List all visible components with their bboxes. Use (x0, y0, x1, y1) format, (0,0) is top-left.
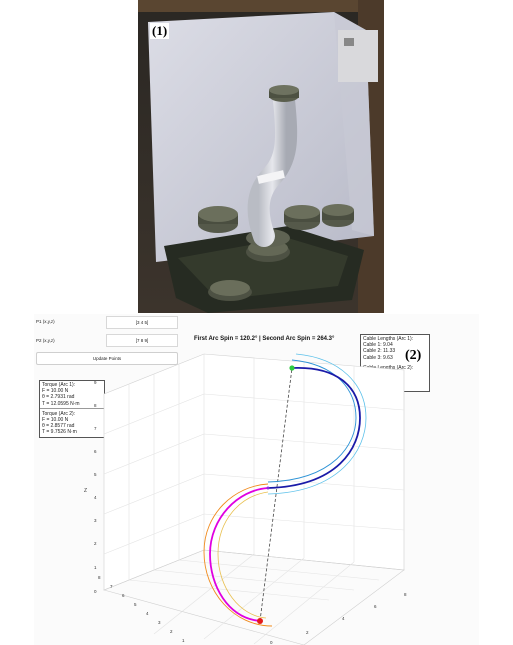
x-tick: 4 (342, 616, 345, 621)
y-tick: 3 (158, 620, 161, 625)
p1-input[interactable]: [3 4 5] (106, 316, 178, 329)
torque-arc1-heading: Torque (Arc 1): (42, 382, 76, 388)
y-tick: 5 (134, 602, 137, 607)
p2-label: P2 (x,y,z) (36, 338, 55, 343)
cable-arc1-cable2: Cable 2: 11.33 (363, 348, 396, 355)
x-tick: 2 (306, 630, 309, 635)
y-tick: 7 (110, 584, 113, 589)
z-tick: 1 (94, 565, 97, 570)
panel-label-2: (2) (403, 348, 424, 364)
end-point-marker (289, 365, 295, 371)
z-tick: 5 (94, 472, 97, 477)
x-tick: 6 (374, 604, 377, 609)
torque-arc1-theta: θ = 2.7931 rad (42, 394, 75, 401)
p1-label: P1 (x,y,z) (36, 319, 55, 324)
torque-arc2-force: F = 10.00 N (42, 417, 69, 424)
y-tick: 8 (98, 575, 101, 580)
torque-arc2-theta: θ = 2.8577 rad (42, 423, 75, 430)
z-tick: 3 (94, 518, 97, 523)
p2-input[interactable]: [7 8 9] (106, 334, 178, 347)
cable-arc1-heading: Cable Lengths (Arc 1): (363, 336, 414, 342)
x-axis-ticks: 0 2 4 6 8 (270, 592, 407, 645)
panel-label-1: (1) (150, 23, 170, 39)
z-tick: 6 (94, 449, 97, 454)
plot-grid (103, 353, 405, 645)
arc1-main (267, 367, 361, 489)
arc2-main (209, 487, 269, 622)
torque-arc2-torque: T = 9.7526 N·m (42, 429, 77, 436)
robot-photo-image (138, 0, 384, 313)
arc1-cable-inner (267, 353, 367, 495)
y-tick: 4 (146, 611, 149, 616)
mid-point-marker (266, 486, 270, 490)
y-tick: 2 (170, 629, 173, 634)
cable-arc2-cable3: Cable 3: 10.67 (363, 383, 396, 390)
arc1-cable-outer (267, 359, 357, 483)
y-axis-ticks: 1 2 3 4 5 6 7 8 (98, 575, 185, 643)
y-tick: 1 (182, 638, 185, 643)
z-tick: 0 (94, 589, 97, 594)
torque-info-box: Torque (Arc 1): F = 10.00 N θ = 2.7931 r… (39, 380, 105, 438)
x-tick: 8 (404, 592, 407, 597)
x-tick: 0 (270, 640, 273, 645)
z-tick: 4 (94, 495, 97, 500)
torque-arc1-torque: T = 12.0595 N·m (42, 400, 80, 407)
z-axis-label: Z (84, 488, 87, 494)
arc2-cable-inner (217, 491, 269, 619)
torque-arc1-force: F = 10.00 N (42, 388, 69, 395)
chord-line (259, 367, 293, 622)
arc2-cable-outer (203, 483, 273, 627)
start-point-marker (257, 618, 263, 624)
z-tick: 2 (94, 541, 97, 546)
torque-arc2-heading: Torque (Arc 2): (42, 410, 76, 417)
y-tick: 6 (122, 593, 125, 598)
update-points-button[interactable]: Update Points (36, 352, 178, 365)
plot-title: First Arc Spin = 120.2° | Second Arc Spi… (194, 336, 335, 342)
cable-arc1-cable1: Cable 1: 9.04 (363, 342, 393, 349)
